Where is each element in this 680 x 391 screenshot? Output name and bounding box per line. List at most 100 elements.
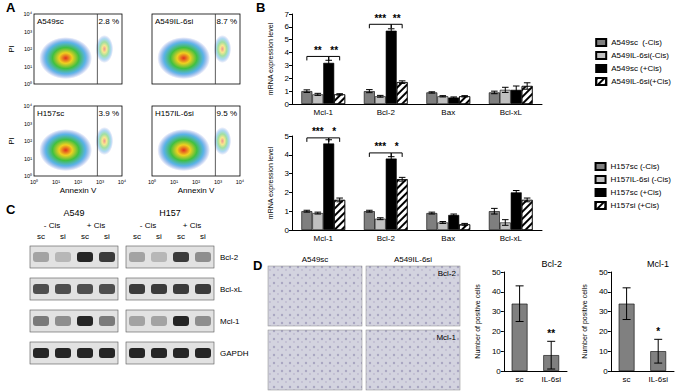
svg-text:8.7 %: 8.7 %: [217, 17, 237, 26]
svg-text:A549sc (+Cis): A549sc (+Cis): [611, 64, 662, 73]
svg-text:sc: sc: [623, 375, 631, 384]
svg-text:+ Cis: + Cis: [87, 221, 105, 230]
svg-text:5: 5: [285, 35, 290, 44]
svg-text:sc: sc: [81, 232, 89, 241]
svg-text:10²: 10²: [192, 179, 200, 185]
svg-text:Bcl-2: Bcl-2: [541, 259, 562, 269]
svg-text:30: 30: [492, 307, 501, 316]
svg-text:1: 1: [285, 87, 290, 96]
svg-text:mRNA expression level: mRNA expression level: [267, 146, 275, 219]
svg-text:10⁴: 10⁴: [236, 179, 245, 185]
svg-text:10⁴: 10⁴: [118, 179, 127, 185]
svg-text:10³: 10³: [24, 121, 32, 127]
svg-text:C: C: [6, 202, 16, 217]
svg-text:3: 3: [285, 61, 290, 70]
svg-text:Bcl-xL: Bcl-xL: [500, 234, 523, 243]
svg-text:sc: sc: [516, 375, 524, 384]
svg-text:A549IL-6si(-Cis): A549IL-6si(-Cis): [611, 51, 669, 60]
svg-text:Bax: Bax: [441, 108, 455, 117]
svg-text:10¹: 10¹: [52, 179, 60, 185]
svg-text:40: 40: [599, 287, 608, 296]
svg-text:PI: PI: [7, 137, 16, 145]
svg-text:Bcl-2: Bcl-2: [377, 234, 396, 243]
svg-text:***: ***: [374, 13, 386, 24]
svg-text:6: 6: [285, 22, 290, 31]
svg-text:4: 4: [285, 150, 290, 159]
svg-text:0: 0: [285, 226, 290, 235]
svg-text:A549IL-6si: A549IL-6si: [155, 17, 193, 26]
svg-text:GAPDH: GAPDH: [220, 349, 249, 358]
svg-text:Annexin V: Annexin V: [178, 186, 215, 195]
svg-text:Bcl-xL: Bcl-xL: [500, 108, 523, 117]
svg-text:10²: 10²: [74, 179, 82, 185]
svg-text:3: 3: [285, 169, 290, 178]
svg-text:5: 5: [285, 132, 290, 141]
svg-text:4: 4: [285, 48, 290, 57]
svg-text:10⁴: 10⁴: [24, 103, 33, 109]
svg-text:7: 7: [285, 10, 290, 19]
svg-text:9.5 %: 9.5 %: [217, 109, 237, 118]
svg-text:***: ***: [374, 141, 386, 152]
svg-text:10³: 10³: [24, 29, 32, 35]
svg-text:10: 10: [492, 347, 501, 356]
svg-text:H157: H157: [159, 208, 181, 218]
svg-text:sc: sc: [177, 232, 185, 241]
svg-text:40: 40: [492, 287, 501, 296]
svg-text:***: ***: [312, 126, 324, 137]
svg-text:3.9 %: 3.9 %: [99, 109, 119, 118]
svg-text:IL-6si: IL-6si: [541, 375, 561, 384]
svg-text:10³: 10³: [96, 179, 104, 185]
svg-text:10: 10: [599, 347, 608, 356]
svg-text:H157IL-6si: H157IL-6si: [155, 109, 194, 118]
svg-text:IL-6si: IL-6si: [648, 375, 668, 384]
svg-text:*: *: [332, 126, 336, 137]
svg-text:si: si: [156, 232, 162, 241]
svg-text:Bcl-2: Bcl-2: [377, 108, 396, 117]
svg-text:*: *: [656, 326, 660, 337]
svg-text:Number of positive cells: Number of positive cells: [581, 284, 589, 359]
svg-text:Bcl-2: Bcl-2: [220, 253, 239, 262]
svg-text:Annexin V: Annexin V: [60, 186, 97, 195]
svg-text:D: D: [253, 258, 262, 273]
svg-text:H157sc (+Cis): H157sc (+Cis): [611, 188, 662, 197]
svg-text:Mcl-1: Mcl-1: [313, 234, 333, 243]
svg-text:10²: 10²: [24, 46, 32, 52]
svg-text:**: **: [393, 13, 401, 24]
svg-text:Number of positive cells: Number of positive cells: [474, 284, 482, 359]
svg-text:**: **: [314, 45, 322, 56]
svg-text:Mcl-1: Mcl-1: [436, 333, 456, 342]
svg-text:PI: PI: [7, 45, 16, 53]
svg-text:*: *: [395, 141, 399, 152]
svg-text:**: **: [547, 328, 555, 339]
svg-text:50: 50: [599, 268, 608, 277]
svg-text:Bcl-xL: Bcl-xL: [220, 285, 243, 294]
svg-text:si: si: [104, 232, 110, 241]
svg-text:10³: 10³: [214, 179, 222, 185]
svg-text:10²: 10²: [24, 138, 32, 144]
svg-text:A549IL-6si: A549IL-6si: [394, 255, 432, 264]
svg-text:10⁰: 10⁰: [148, 179, 156, 185]
svg-text:Mcl-1: Mcl-1: [647, 259, 669, 269]
svg-text:20: 20: [492, 327, 501, 336]
svg-text:20: 20: [599, 327, 608, 336]
svg-text:2: 2: [285, 74, 290, 83]
svg-text:A549sc: A549sc: [37, 17, 64, 26]
svg-text:10¹: 10¹: [24, 64, 32, 70]
svg-text:Bcl-2: Bcl-2: [438, 269, 457, 278]
svg-text:H157sc: H157sc: [37, 109, 64, 118]
svg-text:H157sc (-Cis): H157sc (-Cis): [611, 162, 660, 171]
svg-text:1: 1: [285, 207, 290, 216]
svg-text:Mcl-1: Mcl-1: [220, 317, 240, 326]
svg-text:B: B: [256, 0, 265, 15]
svg-text:0: 0: [603, 367, 608, 376]
svg-text:**: **: [330, 45, 338, 56]
svg-text:10¹: 10¹: [24, 156, 32, 162]
svg-text:Bax: Bax: [441, 234, 455, 243]
svg-text:Mcl-1: Mcl-1: [313, 108, 333, 117]
svg-text:A549IL-6si(+Cis): A549IL-6si(+Cis): [611, 77, 671, 86]
svg-text:10⁰: 10⁰: [24, 81, 32, 87]
svg-text:10¹: 10¹: [170, 179, 178, 185]
svg-text:sc: sc: [133, 232, 141, 241]
svg-text:0: 0: [285, 100, 290, 109]
svg-text:30: 30: [599, 307, 608, 316]
